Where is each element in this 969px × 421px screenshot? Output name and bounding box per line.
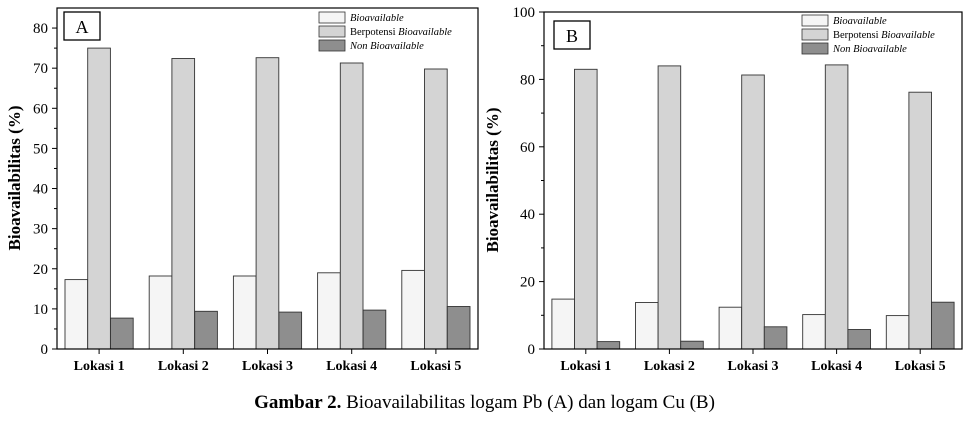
bar-lokasi-4-s3 [362,309,387,350]
legend-label: Bioavailable [833,16,887,27]
y-tick-label: 70 [33,61,48,77]
legend-label: Non Bioavailable [349,41,424,52]
bar-lokasi-2-s1 [148,275,173,350]
y-tick-label: 60 [520,140,535,156]
y-tick-label: 30 [33,222,48,238]
y-tick-label: 0 [528,342,536,358]
legend: Bioavailable Berpotensi Bioavailable Non B… [318,11,452,52]
bar-lokasi-2-s3 [194,310,218,350]
y-tick-label: 50 [33,141,48,157]
bar-lokasi-2-s2 [171,58,196,350]
y-tick-label: 20 [520,275,535,291]
bar-lokasi-4-s3 [847,329,871,350]
bar-lokasi-4-s2 [339,62,364,350]
bar-lokasi-5-s2 [424,68,448,350]
legend-swatch [801,28,829,41]
bar-lokasi-5-s3 [931,301,955,350]
panel-label: A [76,17,89,37]
y-tick-label: 40 [520,207,535,223]
bar-lokasi-3-s2 [255,57,280,350]
x-tick-label: Lokasi 1 [560,359,611,374]
panel-label-box [553,20,591,50]
legend-swatch [318,11,346,24]
y-tick-label: 80 [33,21,48,37]
legend-swatch [801,14,829,27]
bar-lokasi-1-s2 [87,47,111,350]
bar-lokasi-5-s1 [885,315,910,350]
figure-caption: Gambar 2. Bioavailabilitas logam Pb (A) … [0,392,969,414]
legend-label: Non Bioavailable [832,44,907,55]
bar-lokasi-2-s2 [657,65,682,350]
chart-panel-b: Lokasi 1 Lokasi 2 Lokasi 3 Lokasi 4 Lokasi 5… [483,5,963,374]
bar-lokasi-4-s2 [824,64,849,350]
bar-lokasi-4-s1 [317,272,341,350]
bar-lokasi-1-s3 [110,317,134,350]
chart-panel-a: Lokasi 1 Lokasi 2 Lokasi 3 Lokasi 4 Lokasi 5… [5,7,479,374]
bar-lokasi-2-s3 [680,340,704,350]
bar-lokasi-3-s1 [718,306,743,350]
legend-label: Berpotensi Bioavailable [350,27,452,38]
x-tick-label: Lokasi 3 [728,359,779,374]
x-tick-label: Lokasi 2 [158,359,209,374]
bar-lokasi-1-s1 [551,298,575,350]
x-tick-label: Lokasi 3 [242,359,293,374]
legend-swatch [318,39,346,52]
y-tick-label: 60 [33,101,48,117]
bar-lokasi-3-s3 [278,311,303,350]
x-tick-label: Lokasi 5 [410,359,461,374]
x-tick-label: Lokasi 2 [644,359,695,374]
y-axis-label: Bioavailabilitas (%) [483,108,502,253]
y-tick-label: 0 [41,342,49,358]
bar-lokasi-1-s1 [64,279,89,350]
legend-swatch [801,42,829,55]
bar-lokasi-2-s1 [635,302,659,350]
bar-lokasi-5-s3 [446,306,471,350]
caption-label: Gambar 2. [254,392,342,413]
bar-lokasi-5-s2 [908,91,932,350]
panel-label: B [566,26,578,46]
legend: Bioavailable Berpotensi Bioavailable Non B… [801,14,935,55]
legend-label: Berpotensi Bioavailable [833,30,935,41]
bar-lokasi-4-s1 [802,314,826,350]
y-tick-label: 20 [33,262,48,278]
x-tick-label: Lokasi 1 [74,359,125,374]
caption-text: Bioavailabilitas logam Pb (A) dan logam … [341,392,715,413]
y-tick-label: 10 [33,302,48,318]
x-tick-label: Lokasi 5 [895,359,946,374]
bar-lokasi-3-s1 [232,275,257,350]
y-axis-label: Bioavailabilitas (%) [5,106,24,251]
bar-lokasi-1-s3 [596,341,621,350]
legend-swatch [318,25,346,38]
bar-lokasi-3-s3 [763,326,788,350]
x-tick-label: Lokasi 4 [326,359,377,374]
y-tick-label: 100 [513,5,536,21]
bar-lokasi-5-s1 [401,269,425,350]
legend-label: Bioavailable [350,13,404,24]
x-tick-label: Lokasi 4 [811,359,862,374]
plot-frame [56,7,479,350]
figure-charts: Lokasi 1 Lokasi 2 Lokasi 3 Lokasi 4 Lokasi 5… [5,5,963,374]
y-tick-label: 80 [520,72,535,88]
bar-lokasi-1-s2 [574,68,598,350]
panel-label-box [63,11,101,41]
y-tick-label: 40 [33,182,48,198]
bar-lokasi-3-s2 [741,74,765,350]
